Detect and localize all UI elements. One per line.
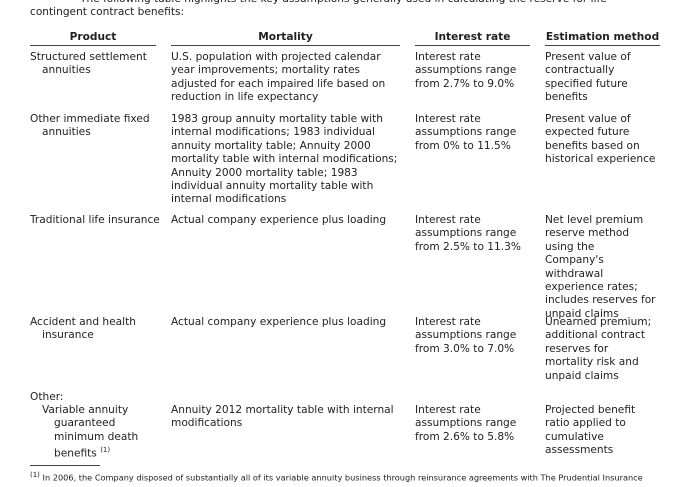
mortality-cell: 1983 group annuity mortality table with … bbox=[171, 113, 398, 206]
interest-rate-cell: Interest rate assumptions range from 2.7… bbox=[415, 51, 517, 90]
mortality-cell: U.S. population with projected calendar … bbox=[171, 51, 386, 104]
header-interest-rate: Interest rate bbox=[415, 31, 530, 46]
estimation-method-cell: Projected benefit ratio applied to cumul… bbox=[545, 404, 636, 457]
header-estimation-method: Estimation method bbox=[545, 31, 660, 46]
mortality-cell: Annuity 2012 mortality table with intern… bbox=[171, 404, 394, 430]
product-cell: Variable annuity guaranteed minimum deat… bbox=[42, 404, 154, 461]
product-cell: Traditional life insurance bbox=[30, 214, 160, 226]
footnote-text: In 2006, the Company disposed of substan… bbox=[42, 472, 643, 483]
product-cell: Accident and health insurance bbox=[30, 316, 136, 342]
interest-rate-cell: Interest rate assumptions range from 2.6… bbox=[415, 404, 517, 443]
product-cell: Other immediate fixed annuities bbox=[30, 113, 150, 139]
product-group: Other: bbox=[30, 391, 64, 403]
estimation-method-cell: Unearned premium; additional contract re… bbox=[545, 316, 652, 382]
estimation-method-cell: Net level premium reserve method using t… bbox=[545, 214, 656, 320]
estimation-method-cell: Present value of expected future benefit… bbox=[545, 113, 656, 166]
header-mortality: Mortality bbox=[171, 31, 400, 46]
product-text: Variable annuity guaranteed minimum deat… bbox=[42, 404, 139, 460]
header-product: Product bbox=[30, 31, 156, 46]
intro: The following table highlights the key a… bbox=[30, 0, 611, 19]
mortality-cell: Actual company experience plus loading bbox=[171, 214, 387, 226]
footnote: (1) In 2006, the Company disposed of sub… bbox=[30, 471, 643, 483]
note-mark: (1) bbox=[100, 446, 111, 455]
estimation-method-cell: Present value of contractually specified… bbox=[545, 51, 631, 104]
interest-rate-cell: Interest rate assumptions range from 2.5… bbox=[415, 214, 521, 253]
mortality-cell: Actual company experience plus loading bbox=[171, 316, 387, 328]
interest-rate-cell: Interest rate assumptions range from 0% … bbox=[415, 113, 517, 152]
interest-rate-cell: Interest rate assumptions range from 3.0… bbox=[415, 316, 517, 355]
product-cell: Structured settlement annuities bbox=[30, 51, 147, 77]
footnote-rule bbox=[30, 465, 100, 466]
footnote-mark: (1) bbox=[30, 471, 40, 479]
